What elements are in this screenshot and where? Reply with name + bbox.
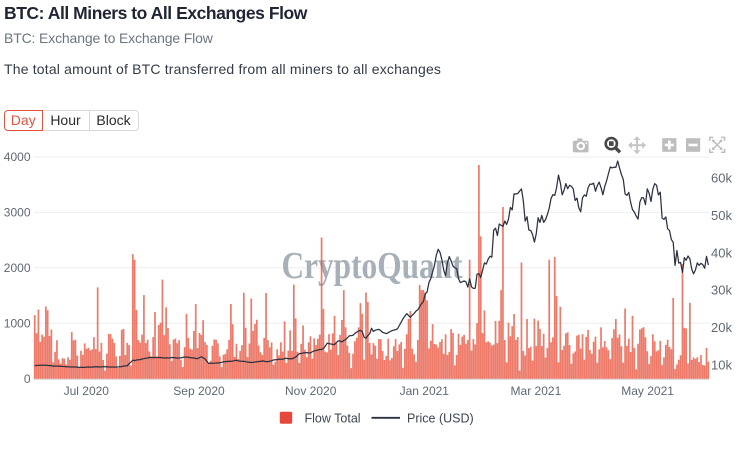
svg-text:30k: 30k [711, 283, 732, 298]
svg-text:0: 0 [24, 372, 31, 386]
svg-text:CryptoQuant: CryptoQuant [282, 245, 463, 287]
svg-text:60k: 60k [711, 171, 732, 186]
svg-text:Jul 2020: Jul 2020 [64, 384, 110, 398]
svg-text:40k: 40k [711, 245, 732, 260]
svg-text:3000: 3000 [4, 206, 31, 220]
svg-text:50k: 50k [711, 208, 732, 223]
svg-text:10k: 10k [711, 358, 732, 373]
svg-text:Flow Total: Flow Total [305, 412, 361, 426]
svg-text:Jan 2021: Jan 2021 [400, 384, 450, 398]
svg-text:May 2021: May 2021 [621, 384, 674, 398]
svg-text:2000: 2000 [4, 261, 31, 275]
svg-text:Sep 2020: Sep 2020 [173, 384, 225, 398]
svg-text:4000: 4000 [4, 150, 31, 164]
svg-text:Price (USD): Price (USD) [407, 412, 474, 426]
svg-text:20k: 20k [711, 320, 732, 335]
svg-text:1000: 1000 [4, 316, 31, 330]
svg-text:Mar 2021: Mar 2021 [511, 384, 562, 398]
svg-text:Nov 2020: Nov 2020 [285, 384, 337, 398]
